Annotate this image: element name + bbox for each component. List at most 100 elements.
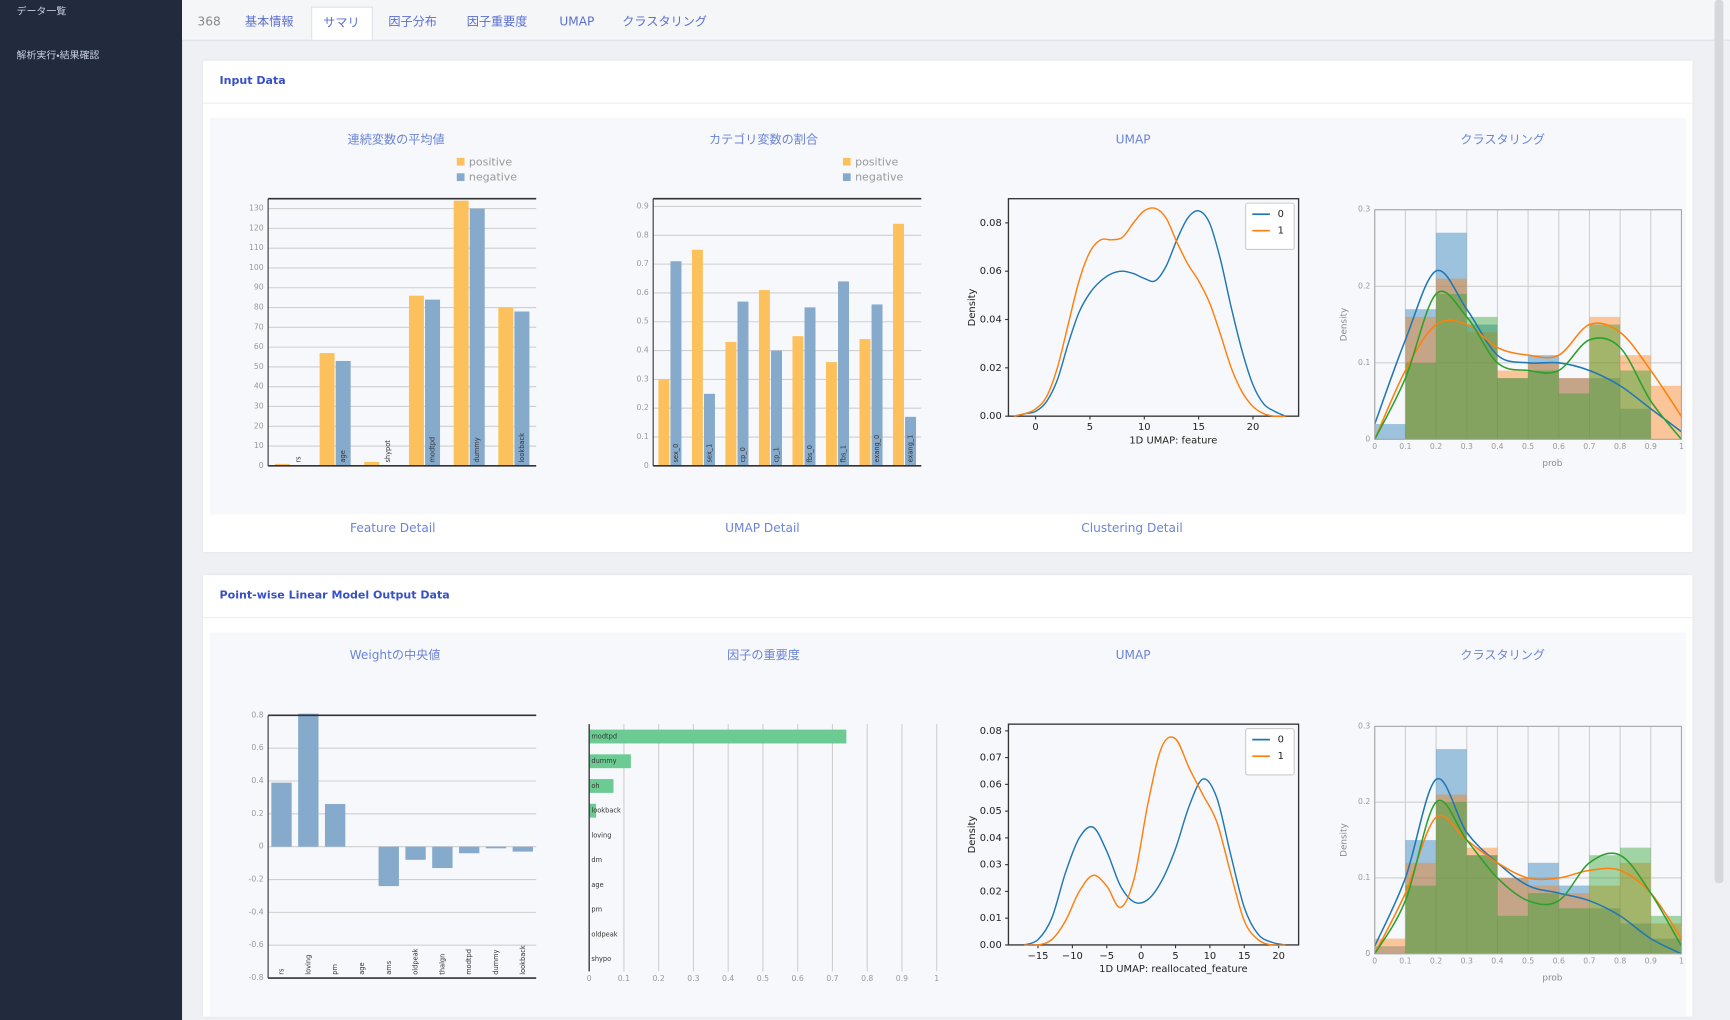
y-tick-label: 30 — [254, 401, 264, 410]
legend-label: positive — [469, 155, 512, 168]
y-tick-label: 0.2 — [1358, 281, 1370, 290]
y-tick-label: -0.6 — [249, 940, 264, 949]
x-tick-label: 0.1 — [1399, 442, 1411, 451]
legend-swatch — [456, 157, 465, 166]
y-tick-label: lookback — [591, 807, 621, 815]
y-tick-label: 70 — [254, 322, 264, 331]
x-tick-label: −10 — [1062, 951, 1083, 962]
x-tick-label: loving — [304, 955, 312, 975]
legend-label: 1 — [1278, 226, 1284, 237]
x-tick-label: 20 — [1272, 951, 1285, 962]
x-tick-label: age — [358, 962, 366, 974]
y-tick-label: modtpd — [591, 733, 617, 741]
x-tick-label: 0.9 — [896, 974, 908, 983]
x-tick-label: exang_1 — [907, 435, 915, 463]
histogram-bar — [1405, 885, 1437, 954]
x-tick-label: sex_1 — [705, 444, 713, 463]
bar — [825, 362, 837, 466]
histogram-bar — [1528, 885, 1559, 954]
density-line — [1374, 778, 1682, 955]
bar — [804, 307, 816, 466]
x-axis-label: prob — [1542, 459, 1562, 469]
bar — [589, 803, 597, 818]
y-tick-label: 40 — [254, 382, 264, 391]
y-tick-label: 0.04 — [980, 315, 1002, 326]
detail-link[interactable]: UMAP Detail — [725, 521, 800, 536]
histogram-bar — [1589, 855, 1621, 954]
bar — [274, 463, 290, 466]
y-tick-label: 0.08 — [980, 726, 1002, 737]
bar — [771, 350, 782, 466]
x-tick-label: modtpd — [465, 949, 473, 975]
chart-title: 連続変数の平均値 — [348, 132, 445, 147]
x-tick-label: 0.2 — [653, 974, 665, 983]
detail-link[interactable]: Feature Detail — [350, 521, 436, 536]
tab[interactable]: UMAP — [559, 14, 595, 29]
x-tick-label: 0 — [1032, 422, 1038, 433]
bar — [893, 223, 904, 466]
x-tick-label: rs — [294, 456, 302, 463]
line — [1013, 209, 1286, 417]
y-tick-label: 0.4 — [251, 776, 263, 785]
tab[interactable]: サマリ — [311, 6, 373, 40]
x-tick-label: lookback — [518, 433, 526, 463]
density-line — [1374, 269, 1682, 433]
bar — [324, 803, 346, 847]
section-title: Point-wise Linear Model Output Data — [219, 589, 450, 602]
x-tick-label: exang_0 — [873, 435, 881, 463]
tab[interactable]: クラスタリング — [622, 14, 707, 29]
sidebar: データ一覧 解析実行・結果確認 — [0, 0, 183, 1020]
x-tick-label: 0.4 — [722, 974, 734, 983]
histogram-bar — [1436, 749, 1467, 954]
x-tick-label: cp_0 — [739, 447, 747, 462]
histogram-bar — [1558, 378, 1590, 440]
tab[interactable]: 368 — [197, 14, 221, 29]
y-tick-label: 0.9 — [636, 201, 648, 210]
y-tick-label: oldpeak — [591, 930, 617, 938]
detail-link[interactable]: Clustering Detail — [1081, 521, 1183, 536]
legend-label: positive — [855, 155, 898, 168]
x-tick-label: 0.8 — [1614, 956, 1626, 965]
histogram-bar — [1497, 877, 1529, 954]
x-tick-label: 0.4 — [1491, 956, 1503, 965]
bar — [512, 846, 533, 852]
y-tick-label: 0.00 — [980, 411, 1002, 422]
tab[interactable]: 基本情報 — [244, 14, 294, 29]
bar — [319, 353, 335, 466]
x-tick-label: −15 — [1028, 951, 1049, 962]
bar — [298, 713, 319, 847]
histogram-bar — [1497, 378, 1529, 440]
bar — [271, 782, 292, 847]
histogram-bar — [1528, 370, 1559, 440]
x-tick-label: −5 — [1099, 951, 1114, 962]
x-tick-label: 15 — [1192, 422, 1205, 433]
x-tick-label: cp_1 — [772, 447, 780, 462]
scrollbar[interactable] — [1714, 0, 1724, 884]
y-tick-label: 0 — [644, 461, 649, 470]
density-line — [1374, 319, 1683, 440]
sidebar-item[interactable]: データ一覧 — [16, 6, 67, 18]
bar — [670, 261, 682, 466]
chart-title: クラスタリング — [1460, 648, 1545, 662]
histogram-bar — [1466, 847, 1498, 954]
y-tick-label: oh — [591, 782, 599, 790]
histogram-bar — [1558, 378, 1590, 440]
histogram-bar — [1466, 855, 1498, 954]
y-tick-label: 0.1 — [1358, 358, 1370, 367]
tab[interactable]: 因子分布 — [388, 14, 437, 29]
bar — [485, 846, 507, 849]
y-axis-label: Density — [967, 816, 978, 854]
bar — [432, 846, 453, 869]
legend-swatch — [842, 157, 851, 166]
y-tick-label: -0.2 — [249, 875, 264, 884]
y-tick-label: 0.02 — [980, 886, 1002, 897]
bar — [658, 379, 670, 466]
section-title: Input Data — [219, 75, 286, 88]
tab[interactable]: 因子重要度 — [466, 14, 528, 29]
x-tick-label: 0.6 — [792, 974, 804, 983]
sidebar-item[interactable]: 解析実行・結果確認 — [16, 50, 100, 62]
legend-label: 0 — [1278, 735, 1284, 746]
y-tick-label: loving — [591, 831, 611, 839]
bar — [514, 311, 530, 466]
